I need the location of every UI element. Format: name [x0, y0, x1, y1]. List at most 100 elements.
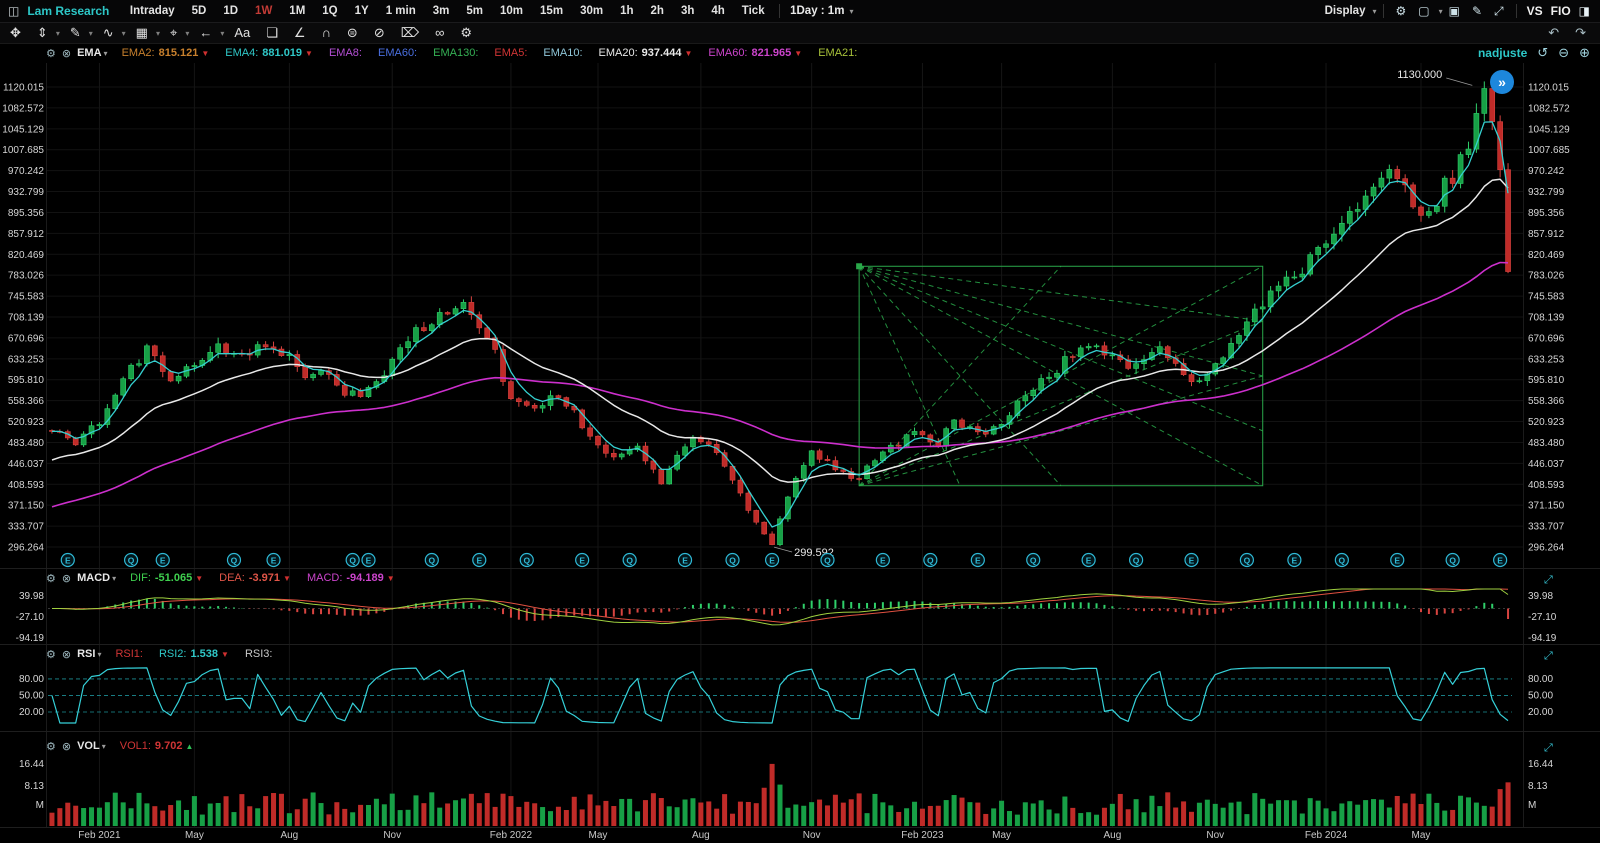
event-marker-icon[interactable] — [1081, 552, 1096, 568]
event-marker-icon[interactable] — [1390, 552, 1405, 568]
hide-drawings-icon[interactable]: ⊘ — [373, 25, 385, 40]
reset-zoom-icon[interactable]: ↺ — [1537, 45, 1549, 60]
gear-icon[interactable]: ⚙ — [46, 572, 56, 585]
redo-icon[interactable]: ↷ — [1575, 25, 1586, 40]
timeframe-1Q[interactable]: 1Q — [322, 5, 338, 17]
indicator-name[interactable]: MACD — [77, 572, 111, 584]
vs-button[interactable]: VS — [1526, 4, 1543, 18]
indicator-name[interactable]: VOL — [77, 740, 100, 752]
crosshair-tool-icon[interactable]: ⇕ — [36, 25, 48, 40]
layout-icon[interactable]: ▢ — [1418, 4, 1430, 18]
event-marker-icon[interactable] — [923, 552, 938, 568]
settings-icon[interactable]: ⚙ — [1395, 4, 1407, 18]
wave-tool-icon[interactable]: ∿ — [102, 25, 114, 40]
timeframe-1min[interactable]: 1 min — [385, 5, 416, 17]
close-icon[interactable]: ⊗ — [61, 648, 72, 661]
interval-selector[interactable]: 1Day : 1m — [790, 5, 845, 17]
event-marker-icon[interactable] — [820, 552, 835, 568]
event-marker-icon[interactable] — [472, 552, 487, 568]
event-marker-icon[interactable] — [1287, 552, 1302, 568]
timeframe-15m[interactable]: 15m — [540, 5, 564, 17]
timeframe-10m[interactable]: 10m — [500, 5, 524, 17]
undo-icon[interactable]: ↶ — [1548, 25, 1560, 40]
timeframe-1h[interactable]: 1h — [620, 5, 634, 17]
timeframe-5m[interactable]: 5m — [466, 5, 483, 17]
event-marker-icon[interactable] — [575, 552, 590, 568]
zoom-out-icon[interactable]: ⊖ — [1558, 45, 1570, 60]
close-icon[interactable]: ⊗ — [61, 572, 72, 585]
fullscreen-icon[interactable]: ⤢ — [1494, 3, 1504, 18]
grid-tool-icon[interactable]: ▦ — [135, 25, 148, 40]
expand-panel-icon[interactable]: ⤢ — [1544, 649, 1553, 662]
event-marker-icon[interactable] — [875, 552, 890, 568]
timeframe-5D[interactable]: 5D — [191, 5, 207, 17]
timeframe-30m[interactable]: 30m — [580, 5, 604, 17]
trendline-tool-icon[interactable]: ✎ — [69, 25, 81, 40]
gear-icon[interactable]: ⚙ — [46, 740, 56, 753]
indicator-name[interactable]: RSI — [77, 648, 96, 660]
event-marker-icon[interactable] — [155, 552, 170, 568]
pan-tool-icon[interactable]: ✥ — [10, 25, 21, 40]
drawing-settings-icon[interactable]: ⚙ — [460, 25, 473, 40]
event-marker-icon[interactable] — [1493, 552, 1508, 568]
ema-item[interactable]: EMA5: — [494, 47, 527, 59]
ema-item[interactable]: EMA8: — [329, 47, 362, 59]
ema-item[interactable]: EMA20: 937.444 ▼ — [599, 47, 693, 59]
ema-item[interactable]: EMA4: 881.019 ▼ — [225, 47, 313, 59]
event-marker-icon[interactable] — [970, 552, 985, 568]
screenshot-icon[interactable]: ▣ — [1448, 4, 1460, 18]
timeframe-4h[interactable]: 4h — [711, 5, 725, 17]
adjust-mode-label[interactable]: nadjuste — [1477, 46, 1528, 60]
timeframe-3h[interactable]: 3h — [680, 5, 695, 17]
timeframe-1D[interactable]: 1D — [223, 5, 239, 17]
event-marker-icon[interactable] — [266, 552, 281, 568]
timeframe-1M[interactable]: 1M — [289, 5, 306, 17]
event-marker-icon[interactable] — [622, 552, 637, 568]
display-dropdown[interactable]: Display — [1324, 5, 1366, 17]
event-marker-icon[interactable] — [677, 552, 693, 568]
event-marker-icon[interactable] — [1334, 552, 1349, 568]
event-marker-icon[interactable] — [1445, 552, 1460, 568]
ema-item[interactable]: EMA2: 815.121 ▼ — [122, 47, 210, 59]
ema-item[interactable]: EMA10: — [543, 47, 582, 59]
timeframe-3m[interactable]: 3m — [432, 5, 450, 17]
event-marker-icon[interactable] — [764, 552, 780, 568]
text-tool-icon[interactable]: Aa — [234, 25, 251, 40]
ema-item[interactable]: EMA60: 821.965 ▼ — [708, 47, 802, 59]
delete-drawings-icon[interactable]: ⌦ — [400, 25, 420, 40]
magnet-tool-icon[interactable]: ∩ — [321, 25, 331, 40]
gear-icon[interactable]: ⚙ — [46, 47, 56, 60]
event-marker-icon[interactable] — [424, 552, 439, 568]
ema-item[interactable]: EMA130: — [433, 47, 478, 59]
event-marker-icon[interactable] — [1239, 552, 1254, 568]
panel-toggle-icon[interactable]: ◨ — [1578, 4, 1590, 18]
event-marker-icon[interactable] — [123, 552, 139, 568]
timeframe-2h[interactable]: 2h — [650, 5, 664, 17]
layers-tool-icon[interactable]: ⊜ — [346, 25, 358, 40]
link-charts-icon[interactable]: ∞ — [435, 25, 445, 40]
event-marker-icon[interactable] — [725, 552, 740, 568]
event-marker-icon[interactable] — [345, 552, 360, 568]
timeframe-Intraday[interactable]: Intraday — [129, 5, 175, 17]
event-marker-icon[interactable] — [519, 552, 534, 568]
event-marker-icon[interactable] — [361, 552, 376, 568]
symbol-name[interactable]: Lam Research — [27, 4, 110, 18]
gear-icon[interactable]: ⚙ — [46, 648, 56, 661]
fio-button[interactable]: FIO — [1550, 4, 1571, 18]
timeframe-Tick[interactable]: Tick — [741, 5, 765, 17]
angle-tool-icon[interactable]: ∠ — [293, 25, 306, 40]
zoom-in-icon[interactable]: ⊕ — [1579, 45, 1590, 60]
ema-item[interactable]: EMA60: — [378, 47, 417, 59]
gann-tool-icon[interactable]: ⌖ — [169, 25, 178, 40]
edit-icon[interactable]: ✎ — [1471, 4, 1483, 18]
indicator-name[interactable]: EMA — [77, 47, 102, 59]
event-marker-icon[interactable] — [1184, 552, 1199, 568]
timeframe-1W[interactable]: 1W — [255, 5, 273, 17]
expand-panel-icon[interactable]: ⤢ — [1544, 573, 1553, 586]
arrow-tool-icon[interactable]: ← — [199, 25, 213, 40]
close-icon[interactable]: ⊗ — [61, 740, 72, 753]
comment-tool-icon[interactable]: ❏ — [266, 25, 278, 40]
ema-item[interactable]: EMA21: — [818, 47, 857, 59]
event-marker-icon[interactable] — [1026, 552, 1041, 568]
